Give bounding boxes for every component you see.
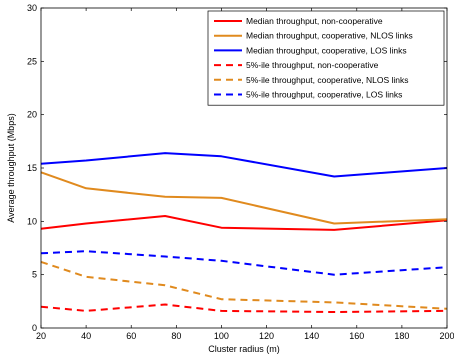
x-tick-label: 40	[81, 331, 91, 341]
x-tick-label: 180	[394, 331, 409, 341]
tick-layer: 20 40 60 80 100 120 140 160 180 200 0 5 10 15 20 25 30	[27, 3, 454, 341]
series-line-1	[40, 215, 448, 231]
x-tick-label: 60	[126, 331, 136, 341]
x-tick-label: 140	[304, 331, 319, 341]
x-tick-label: 100	[214, 331, 229, 341]
y-tick-label: 0	[32, 323, 37, 333]
y-tick-label: 10	[27, 216, 37, 226]
x-tick-label: 20	[36, 331, 46, 341]
series-line-3	[40, 152, 448, 178]
x-tick-label: 80	[171, 331, 181, 341]
legend-label: Median throughput, cooperative, NLOS lin…	[246, 31, 413, 41]
y-tick-label: 15	[27, 163, 37, 173]
y-tick-label: 5	[32, 270, 37, 280]
y-tick-label: 25	[27, 56, 37, 66]
legend-label: 5%-ile throughput, non-cooperative	[246, 60, 379, 70]
x-tick-label: 160	[349, 331, 364, 341]
series-line-5	[40, 260, 448, 310]
series-line-6	[40, 250, 448, 276]
y-axis-title: Average throughput (Mbps)	[6, 113, 16, 222]
x-tick-label: 200	[439, 331, 454, 341]
x-tick-label: 120	[259, 331, 274, 341]
legend-label: Median throughput, non-cooperative	[246, 16, 383, 26]
y-tick-label: 20	[27, 110, 37, 120]
series-layer	[40, 152, 448, 313]
series-line-4	[40, 303, 448, 313]
legend: Median throughput, non-cooperative Median…	[207, 10, 445, 106]
y-tick-label: 30	[27, 3, 37, 13]
legend-label: Median throughput, cooperative, LOS link…	[246, 45, 407, 55]
legend-label: 5%-ile throughput, cooperative, NLOS lin…	[246, 75, 409, 85]
series-line-2	[40, 171, 448, 225]
legend-label: 5%-ile throughput, cooperative, LOS link…	[246, 90, 402, 100]
x-axis-title: Cluster radius (m)	[208, 344, 280, 354]
legend-box	[207, 10, 445, 106]
